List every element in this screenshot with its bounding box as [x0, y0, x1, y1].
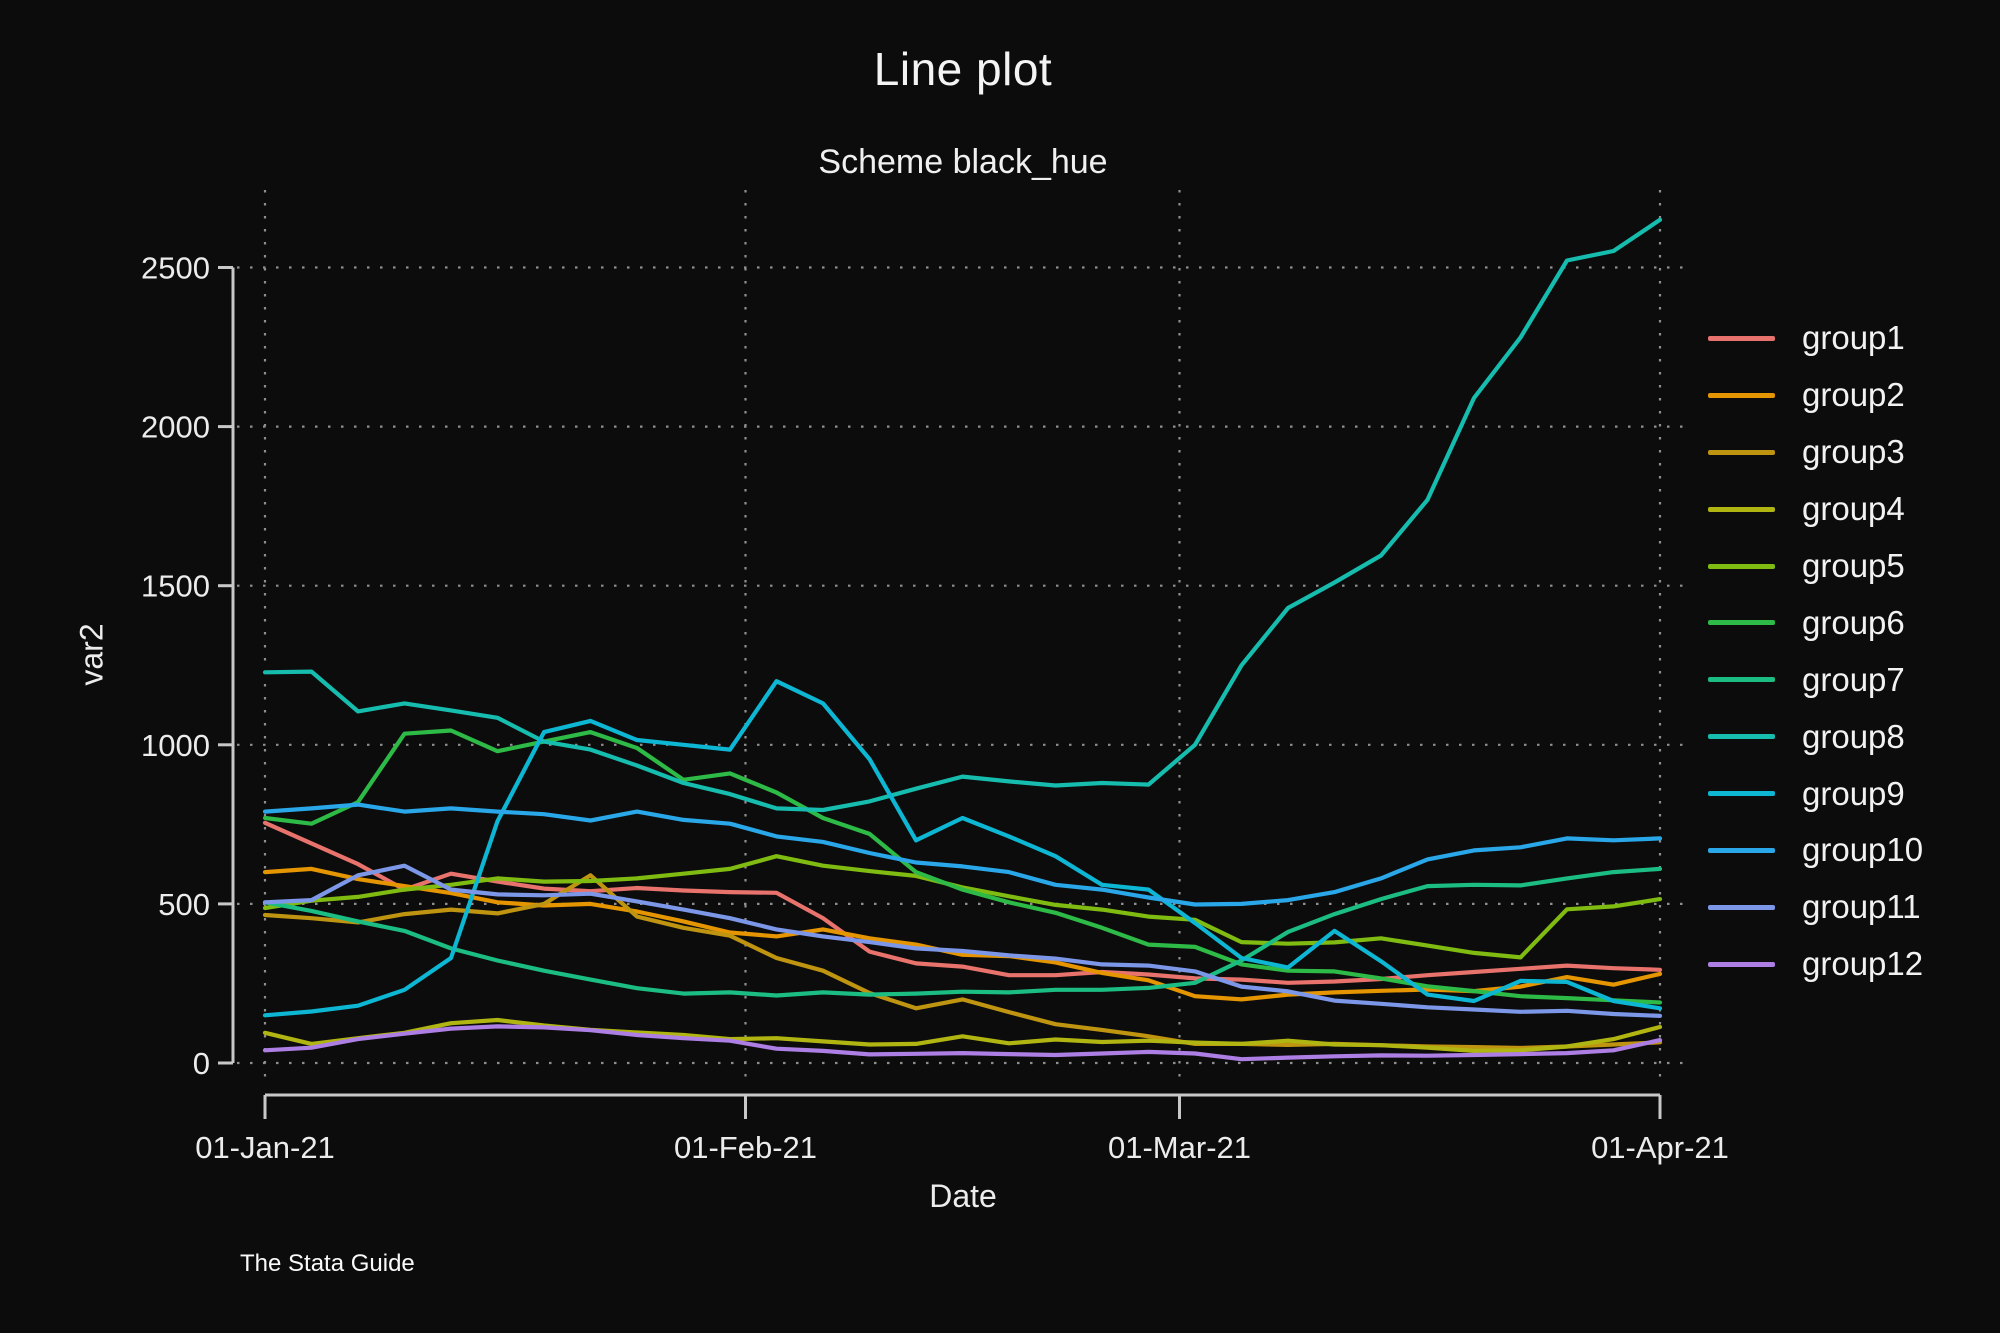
- legend: group1 group2 group3 group4 group5 group6 grou…: [1708, 310, 1923, 993]
- legend-swatch-group4: [1708, 506, 1775, 512]
- series-line-group5: [262, 854, 1663, 960]
- series-line-group6: [262, 728, 1663, 1005]
- series-line-group12: [262, 1024, 1663, 1062]
- legend-item-group6: group6: [1708, 594, 1923, 651]
- legend-swatch-group10: [1708, 847, 1775, 853]
- y-axis-title: var2: [73, 623, 110, 686]
- series-line-group7: [262, 866, 1663, 998]
- legend-item-group8: group8: [1708, 708, 1923, 765]
- legend-label: group5: [1802, 547, 1905, 584]
- series-line-group10: [262, 802, 1663, 907]
- legend-item-group3: group3: [1708, 424, 1923, 481]
- x-tick-label: 01-Feb-21: [674, 1130, 817, 1165]
- legend-item-group12: group12: [1708, 936, 1923, 993]
- legend-label: group7: [1802, 660, 1905, 698]
- y-tick-label: 1000: [141, 728, 210, 763]
- series-line-group4: [262, 1017, 1663, 1054]
- legend-label: group10: [1802, 831, 1924, 869]
- legend-swatch-group6: [1708, 620, 1775, 626]
- y-tick-label: 1500: [141, 569, 210, 604]
- series-line-group9: [262, 679, 1663, 1018]
- legend-item-group2: group2: [1708, 367, 1923, 424]
- page-title: Line plot: [873, 43, 1053, 95]
- y-tick-label: 0: [193, 1046, 210, 1081]
- series-line-group1: [262, 820, 1663, 985]
- legend-swatch-group7: [1708, 677, 1775, 683]
- legend-swatch-group1: [1708, 335, 1775, 341]
- legend-label: group1: [1802, 319, 1905, 357]
- legend-label: group4: [1802, 490, 1905, 528]
- legend-item-group9: group9: [1708, 765, 1923, 822]
- legend-swatch-group2: [1708, 392, 1775, 398]
- y-tick-label: 2000: [141, 410, 210, 445]
- legend-item-group7: group7: [1708, 651, 1923, 708]
- legend-item-group1: group1: [1708, 310, 1923, 367]
- x-axis-title: Date: [929, 1178, 997, 1214]
- series-line-group2: [262, 866, 1663, 1002]
- legend-swatch-group5: [1708, 563, 1775, 569]
- legend-label: group9: [1802, 774, 1905, 812]
- page-subtitle: Scheme black_hue: [818, 143, 1108, 181]
- x-tick-label: 01-Apr-21: [1591, 1130, 1729, 1165]
- legend-label: group8: [1802, 717, 1905, 755]
- x-tick-label: 01-Mar-21: [1108, 1130, 1251, 1165]
- legend-item-group5: group5: [1708, 538, 1923, 595]
- y-tick-label: 500: [158, 887, 210, 922]
- series-line-group11: [262, 863, 1663, 1019]
- legend-item-group11: group11: [1708, 879, 1923, 936]
- y-tick-label: 2500: [141, 251, 210, 286]
- legend-swatch-group3: [1708, 449, 1775, 455]
- legend-label: group6: [1802, 603, 1905, 641]
- legend-swatch-group11: [1708, 904, 1775, 910]
- legend-label: group11: [1802, 888, 1921, 926]
- x-tick-label: 01-Jan-21: [195, 1130, 335, 1165]
- legend-swatch-group12: [1708, 961, 1775, 967]
- attribution: The Stata Guide: [240, 1250, 415, 1277]
- legend-item-group10: group10: [1708, 822, 1923, 879]
- legend-swatch-group8: [1708, 734, 1775, 740]
- legend-label: group2: [1802, 376, 1905, 414]
- legend-item-group4: group4: [1708, 481, 1923, 538]
- series-line-group8: [262, 217, 1663, 813]
- legend-label: group3: [1802, 433, 1905, 471]
- legend-swatch-group9: [1708, 791, 1775, 797]
- legend-label: group12: [1802, 945, 1924, 983]
